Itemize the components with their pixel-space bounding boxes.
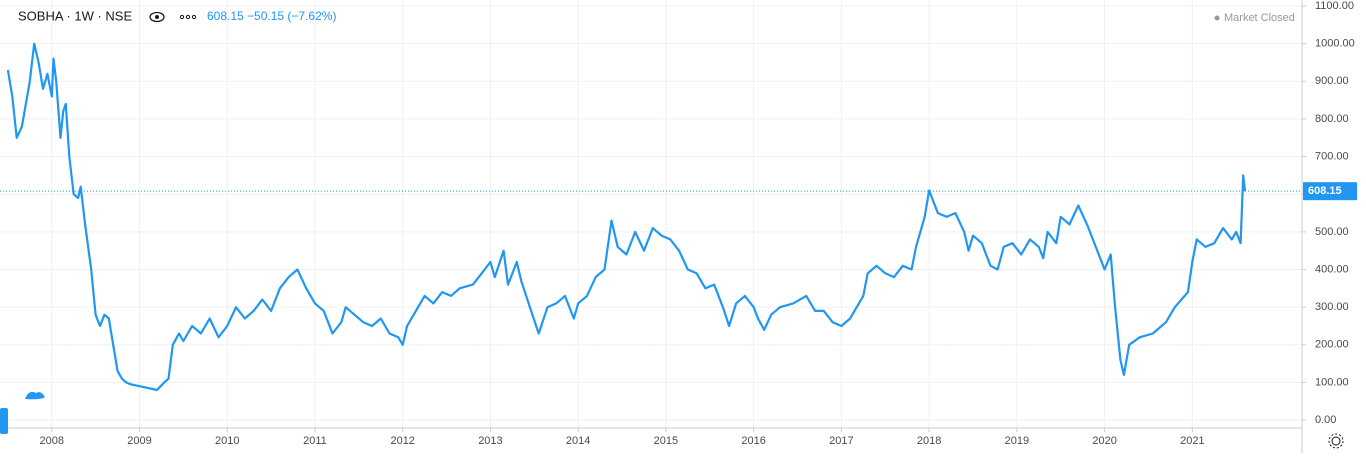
y-tick-label: 900.00: [1315, 75, 1349, 87]
y-tick-label: 400.00: [1315, 263, 1349, 275]
last-price-label: 608.15: [1308, 185, 1342, 197]
x-tick-label: 2011: [303, 435, 327, 447]
eye-icon[interactable]: [149, 11, 165, 23]
logo: [25, 391, 45, 400]
market-status: Market Closed: [1224, 12, 1295, 24]
y-tick-label: 1000.00: [1315, 38, 1355, 50]
quote: 608.15 −50.15 (−7.62%): [207, 9, 336, 23]
y-tick-label: 200.00: [1315, 339, 1349, 351]
settings-icon[interactable]: [1328, 433, 1344, 449]
plot: [0, 42, 1302, 392]
chart-title: SOBHA · 1W · NSE: [18, 8, 132, 23]
y-tick-label: 700.00: [1315, 151, 1349, 163]
y-tick-label: 300.00: [1315, 301, 1349, 313]
more-icon[interactable]: [179, 14, 197, 20]
x-tick-label: 2012: [390, 435, 414, 447]
x-tick-label: 2013: [478, 435, 502, 447]
x-tick-label: 2018: [917, 435, 941, 447]
x-tick-label: 2010: [215, 435, 239, 447]
x-tick-label: 2014: [566, 435, 590, 447]
y-tick-label: 1100.00: [1315, 0, 1354, 12]
x-tick-label: 2015: [654, 435, 678, 447]
side-toggle[interactable]: [0, 408, 8, 434]
y-tick-label: 500.00: [1315, 226, 1349, 238]
status-dot: [1214, 15, 1220, 21]
y-tick-label: 100.00: [1315, 376, 1349, 388]
y-tick-label: 0.00: [1315, 414, 1336, 426]
x-tick-label: 2016: [741, 435, 765, 447]
x-tick-label: 2020: [1092, 435, 1116, 447]
y-tick-label: 800.00: [1315, 113, 1349, 125]
x-tick-label: 2017: [829, 435, 853, 447]
x-tick-label: 2008: [40, 435, 64, 447]
x-tick-label: 2021: [1180, 435, 1204, 447]
x-tick-label: 2009: [127, 435, 151, 447]
last-price-badge: [1303, 182, 1357, 201]
price-line: [6, 42, 1247, 392]
x-tick-label: 2019: [1005, 435, 1029, 447]
